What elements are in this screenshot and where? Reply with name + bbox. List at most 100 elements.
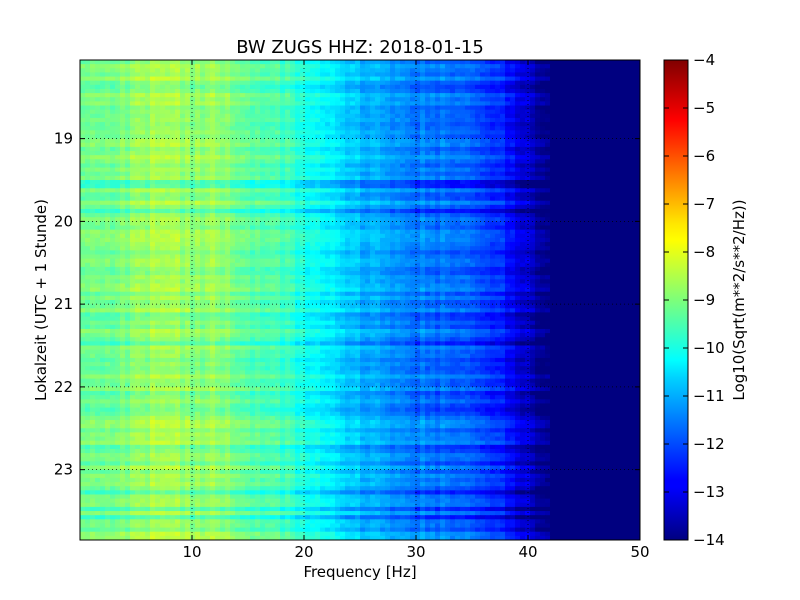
- heatmap-cell: [530, 84, 536, 90]
- heatmap-cell: [605, 188, 611, 194]
- heatmap-cell: [230, 97, 236, 102]
- heatmap-cell: [460, 117, 466, 123]
- heatmap-cell: [390, 105, 396, 111]
- heatmap-cell: [330, 109, 336, 115]
- heatmap-cell: [95, 204, 101, 210]
- heatmap-cell: [155, 221, 161, 227]
- heatmap-cell: [365, 184, 371, 189]
- heatmap-cell: [530, 109, 536, 115]
- heatmap-cell: [215, 134, 221, 140]
- heatmap-cell: [220, 159, 226, 165]
- heatmap-cell: [205, 134, 211, 140]
- heatmap-cell: [470, 213, 476, 218]
- heatmap-cell: [345, 217, 351, 222]
- heatmap-cell: [425, 159, 431, 165]
- heatmap-cell: [290, 64, 296, 69]
- heatmap-cell: [545, 233, 551, 239]
- heatmap-cell: [400, 126, 406, 131]
- heatmap-cell: [560, 109, 566, 115]
- heatmap-cell: [525, 84, 531, 90]
- heatmap-cell: [360, 76, 366, 82]
- heatmap-cell: [245, 188, 251, 194]
- heatmap-cell: [405, 151, 411, 156]
- heatmap-cell: [415, 80, 421, 86]
- heatmap-cell: [175, 76, 181, 82]
- heatmap-cell: [580, 109, 586, 115]
- heatmap-cell: [315, 72, 321, 78]
- heatmap-cell: [410, 208, 416, 214]
- heatmap-cell: [215, 159, 221, 165]
- heatmap-cell: [395, 200, 401, 206]
- heatmap-cell: [370, 242, 376, 247]
- heatmap-cell: [520, 126, 526, 131]
- heatmap-cell: [375, 237, 381, 243]
- heatmap-cell: [355, 113, 361, 119]
- heatmap-cell: [325, 242, 331, 247]
- heatmap-cell: [250, 204, 256, 210]
- heatmap-cell: [180, 221, 186, 227]
- heatmap-cell: [245, 109, 251, 115]
- heatmap-cell: [270, 126, 276, 131]
- heatmap-cell: [155, 130, 161, 136]
- heatmap-cell: [450, 68, 456, 74]
- heatmap-cell: [505, 130, 511, 136]
- heatmap-cell: [620, 192, 626, 198]
- heatmap-cell: [115, 204, 121, 210]
- heatmap-cell: [110, 64, 116, 69]
- heatmap-cell: [555, 188, 561, 194]
- heatmap-cell: [450, 184, 456, 189]
- heatmap-cell: [205, 151, 211, 156]
- heatmap-cell: [210, 126, 216, 131]
- heatmap-cell: [125, 146, 131, 152]
- heatmap-cell: [360, 217, 366, 222]
- heatmap-cell: [415, 217, 421, 222]
- heatmap-cell: [85, 117, 91, 123]
- heatmap-cell: [380, 188, 386, 194]
- heatmap-cell: [135, 122, 141, 127]
- heatmap-cell: [255, 192, 261, 198]
- heatmap-cell: [260, 151, 266, 156]
- heatmap-cell: [135, 237, 141, 243]
- heatmap-cell: [390, 126, 396, 131]
- heatmap-cell: [245, 180, 251, 185]
- heatmap-cell: [235, 93, 241, 98]
- heatmap-cell: [575, 204, 581, 210]
- heatmap-cell: [350, 192, 356, 198]
- heatmap-cell: [570, 208, 576, 214]
- heatmap-cell: [430, 64, 436, 69]
- heatmap-cell: [145, 163, 151, 169]
- heatmap-cell: [195, 159, 201, 165]
- heatmap-cell: [565, 76, 571, 82]
- heatmap-cell: [260, 225, 266, 231]
- heatmap-cell: [565, 105, 571, 111]
- heatmap-cell: [590, 68, 596, 74]
- heatmap-cell: [450, 134, 456, 140]
- heatmap-cell: [120, 167, 126, 173]
- heatmap-cell: [635, 196, 640, 202]
- heatmap-cell: [625, 117, 631, 123]
- heatmap-cell: [350, 146, 356, 152]
- heatmap-cell: [560, 237, 566, 243]
- heatmap-cell: [95, 109, 101, 115]
- heatmap-cell: [315, 134, 321, 140]
- heatmap-cell: [465, 229, 471, 235]
- heatmap-cell: [610, 117, 616, 123]
- heatmap-cell: [245, 97, 251, 102]
- heatmap-cell: [360, 184, 366, 189]
- heatmap-cell: [370, 159, 376, 165]
- heatmap-cell: [195, 213, 201, 218]
- heatmap-cell: [610, 64, 616, 69]
- heatmap-cell: [165, 60, 171, 65]
- heatmap-cell: [445, 126, 451, 131]
- heatmap-cell: [630, 84, 636, 90]
- heatmap-cell: [230, 60, 236, 65]
- heatmap-cell: [380, 117, 386, 123]
- heatmap-cell: [520, 72, 526, 78]
- heatmap-cell: [415, 64, 421, 69]
- heatmap-cell: [635, 105, 640, 111]
- heatmap-cell: [430, 221, 436, 227]
- heatmap-cell: [270, 200, 276, 206]
- heatmap-cell: [360, 88, 366, 94]
- heatmap-cell: [265, 130, 271, 136]
- heatmap-cell: [420, 84, 426, 90]
